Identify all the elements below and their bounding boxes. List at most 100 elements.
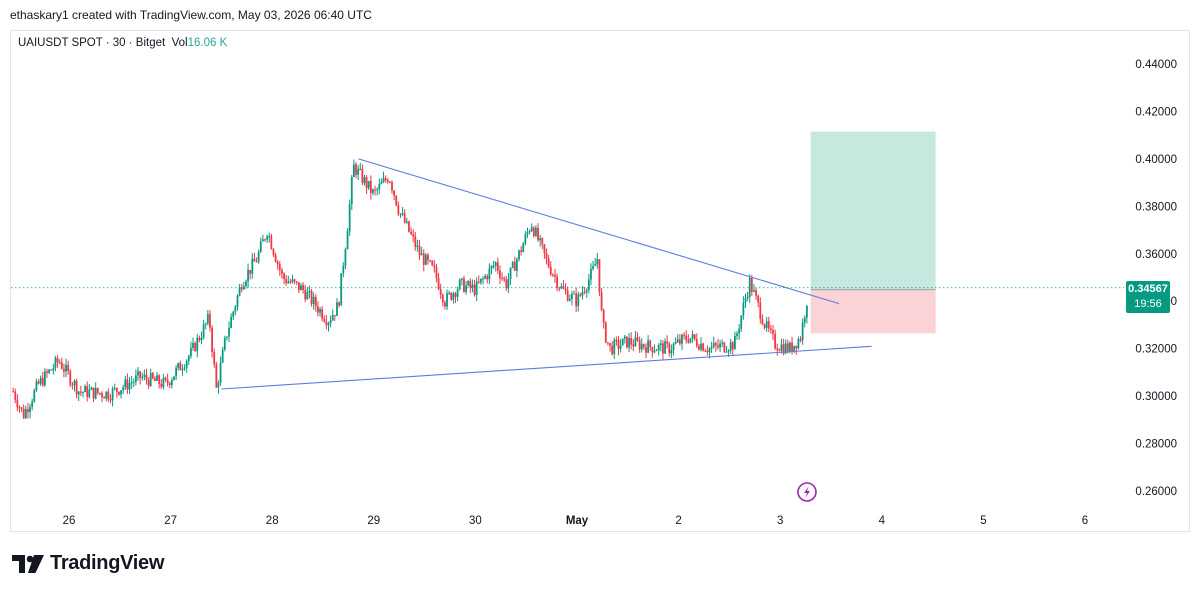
symbol-legend[interactable]: UAIUSDT SPOT · 30 · Bitget Vol16.06 K	[18, 37, 227, 49]
candle	[293, 278, 296, 285]
price-axis[interactable]: 0.260000.280000.300000.320000.340000.360…	[1135, 59, 1177, 498]
candle	[731, 341, 734, 355]
candle	[29, 403, 31, 419]
candle	[321, 306, 324, 322]
candle	[765, 316, 768, 332]
candle	[204, 322, 207, 330]
candle	[179, 360, 182, 371]
candle	[287, 275, 290, 284]
target-zone[interactable]	[810, 131, 936, 290]
candle	[623, 334, 626, 344]
candle	[645, 343, 647, 359]
candle	[717, 338, 719, 350]
candle	[162, 373, 165, 390]
last-price-tag: 0.34567 19:56	[1126, 281, 1170, 313]
candle	[759, 297, 762, 324]
tradingview-logo[interactable]: TradingView	[12, 552, 164, 575]
candle	[84, 384, 86, 393]
candle	[24, 405, 27, 420]
candle	[414, 231, 417, 251]
candle	[386, 177, 389, 184]
trendline-upper[interactable]	[358, 158, 840, 305]
candle	[170, 377, 173, 389]
candle	[33, 388, 36, 403]
candle	[522, 241, 525, 253]
candle	[268, 232, 271, 243]
time-tick-label: May	[566, 515, 589, 527]
candle	[695, 333, 698, 348]
candle	[617, 336, 620, 356]
price-tick-label: 0.40000	[1135, 154, 1177, 166]
candle	[670, 344, 673, 358]
candle	[31, 398, 34, 411]
candle	[232, 310, 235, 321]
price-tick-label: 0.32000	[1135, 344, 1177, 356]
candle	[185, 359, 188, 373]
candle	[543, 244, 546, 260]
candle	[706, 345, 709, 356]
price-tick-label: 0.42000	[1135, 106, 1177, 118]
time-axis[interactable]: 26 27 28 29 30 May 2 3 4 5 6	[63, 515, 1089, 527]
candle	[18, 405, 21, 413]
candle	[43, 368, 46, 387]
candle	[659, 339, 662, 352]
candle	[780, 338, 783, 354]
candle	[564, 283, 567, 295]
candle	[151, 371, 154, 380]
candle	[94, 382, 97, 400]
candle	[490, 265, 493, 275]
candle	[532, 226, 535, 238]
candle	[753, 284, 755, 293]
candle	[367, 180, 370, 191]
long-position-tool[interactable]	[810, 131, 936, 334]
candle	[700, 337, 702, 352]
candle	[683, 332, 686, 340]
candle	[604, 321, 607, 344]
trendlines-layer[interactable]	[221, 158, 872, 390]
candle	[187, 354, 190, 365]
candle	[757, 294, 760, 308]
chart-attribution: ethaskary1 created with TradingView.com,…	[10, 8, 372, 22]
chart-frame[interactable]	[10, 30, 1190, 532]
candle	[772, 325, 774, 341]
candle	[365, 175, 368, 195]
candle	[251, 253, 254, 279]
candle	[803, 315, 806, 328]
candle	[571, 290, 573, 306]
tradingview-brand-text: TradingView	[50, 552, 165, 574]
candle	[56, 355, 59, 368]
candle	[750, 274, 753, 297]
candle	[513, 256, 516, 271]
time-tick-label: 27	[164, 515, 177, 527]
candle	[626, 336, 628, 349]
candle	[304, 284, 307, 303]
candle	[420, 246, 423, 256]
stop-zone[interactable]	[810, 289, 936, 334]
candle	[272, 248, 275, 258]
candle	[566, 286, 569, 302]
price-tick-label: 0.36000	[1135, 249, 1177, 261]
candle	[744, 293, 747, 308]
candle	[666, 335, 669, 349]
candle	[782, 338, 785, 356]
candle	[363, 174, 366, 186]
candle	[685, 330, 688, 344]
candle	[662, 340, 664, 360]
candle	[160, 379, 163, 389]
candle	[797, 336, 800, 350]
time-tick-label: 2	[675, 515, 681, 527]
candle	[422, 249, 425, 272]
candle	[77, 390, 80, 402]
candle	[289, 278, 292, 284]
candle	[503, 276, 506, 283]
candle	[393, 189, 396, 201]
lightning-icon[interactable]	[797, 482, 817, 502]
trendline-lower[interactable]	[221, 345, 872, 390]
candle	[314, 294, 317, 312]
candle	[348, 199, 351, 236]
candle	[79, 385, 82, 397]
candle	[122, 384, 125, 394]
volume-value: 16.06 K	[187, 37, 228, 49]
candle	[355, 162, 357, 179]
